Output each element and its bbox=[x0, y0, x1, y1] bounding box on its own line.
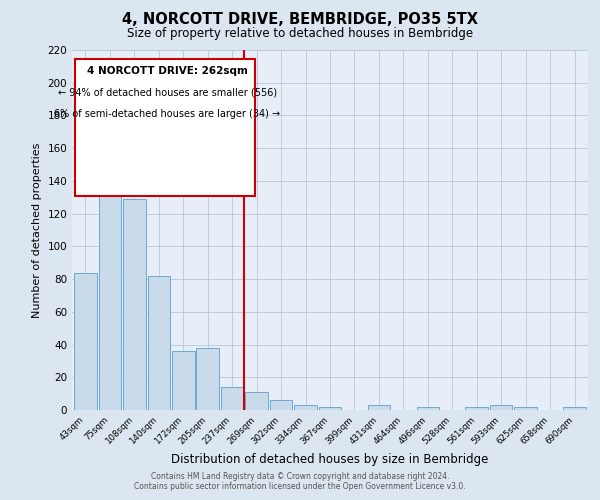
Bar bbox=[563, 406, 586, 410]
Bar bbox=[196, 348, 219, 410]
Text: Contains HM Land Registry data © Crown copyright and database right 2024.: Contains HM Land Registry data © Crown c… bbox=[151, 472, 449, 481]
Text: 4 NORCOTT DRIVE: 262sqm: 4 NORCOTT DRIVE: 262sqm bbox=[87, 66, 248, 76]
Bar bbox=[74, 272, 97, 410]
X-axis label: Distribution of detached houses by size in Bembridge: Distribution of detached houses by size … bbox=[172, 453, 488, 466]
FancyBboxPatch shape bbox=[74, 59, 255, 196]
Text: ← 94% of detached houses are smaller (556): ← 94% of detached houses are smaller (55… bbox=[58, 88, 277, 98]
Y-axis label: Number of detached properties: Number of detached properties bbox=[32, 142, 42, 318]
Bar bbox=[245, 392, 268, 410]
Bar bbox=[514, 406, 537, 410]
Text: Size of property relative to detached houses in Bembridge: Size of property relative to detached ho… bbox=[127, 28, 473, 40]
Bar bbox=[123, 199, 146, 410]
Bar bbox=[270, 400, 292, 410]
Text: 6% of semi-detached houses are larger (34) →: 6% of semi-detached houses are larger (3… bbox=[55, 110, 281, 120]
Text: Contains public sector information licensed under the Open Government Licence v3: Contains public sector information licen… bbox=[134, 482, 466, 491]
Bar bbox=[98, 116, 121, 410]
Bar bbox=[221, 387, 244, 410]
Bar bbox=[172, 351, 194, 410]
Bar bbox=[490, 405, 512, 410]
Bar bbox=[416, 406, 439, 410]
Bar bbox=[466, 406, 488, 410]
Bar bbox=[319, 406, 341, 410]
Bar bbox=[294, 405, 317, 410]
Bar bbox=[368, 405, 390, 410]
Bar bbox=[148, 276, 170, 410]
Text: 4, NORCOTT DRIVE, BEMBRIDGE, PO35 5TX: 4, NORCOTT DRIVE, BEMBRIDGE, PO35 5TX bbox=[122, 12, 478, 28]
